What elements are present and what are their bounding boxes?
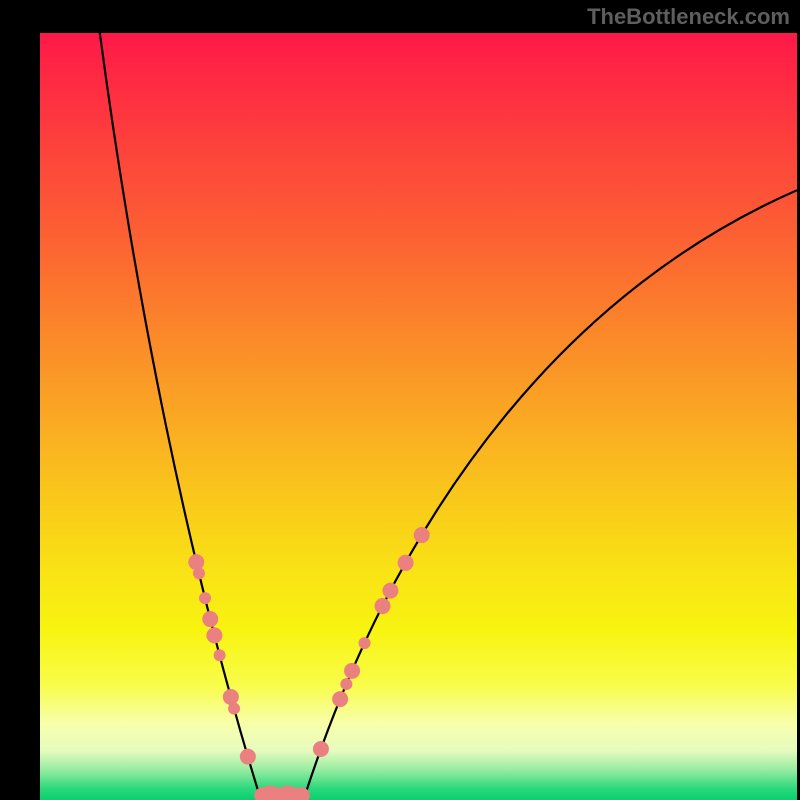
watermark-label: TheBottleneck.com (587, 4, 790, 30)
data-point (193, 567, 205, 579)
data-point (188, 554, 204, 570)
data-point (228, 703, 240, 715)
data-point (214, 649, 226, 661)
chart-svg (40, 33, 797, 800)
data-point (340, 678, 352, 690)
data-point (199, 592, 211, 604)
data-point (223, 689, 239, 705)
plot-area (40, 33, 797, 800)
data-point (202, 611, 218, 627)
data-point (359, 637, 371, 649)
data-point (332, 691, 348, 707)
data-point (414, 527, 430, 543)
data-point (206, 627, 222, 643)
data-point (375, 598, 391, 614)
chart-container: TheBottleneck.com (0, 0, 800, 800)
data-point (398, 555, 414, 571)
data-point (240, 749, 256, 765)
data-point (382, 583, 398, 599)
data-point (344, 663, 360, 679)
data-point (313, 741, 329, 757)
